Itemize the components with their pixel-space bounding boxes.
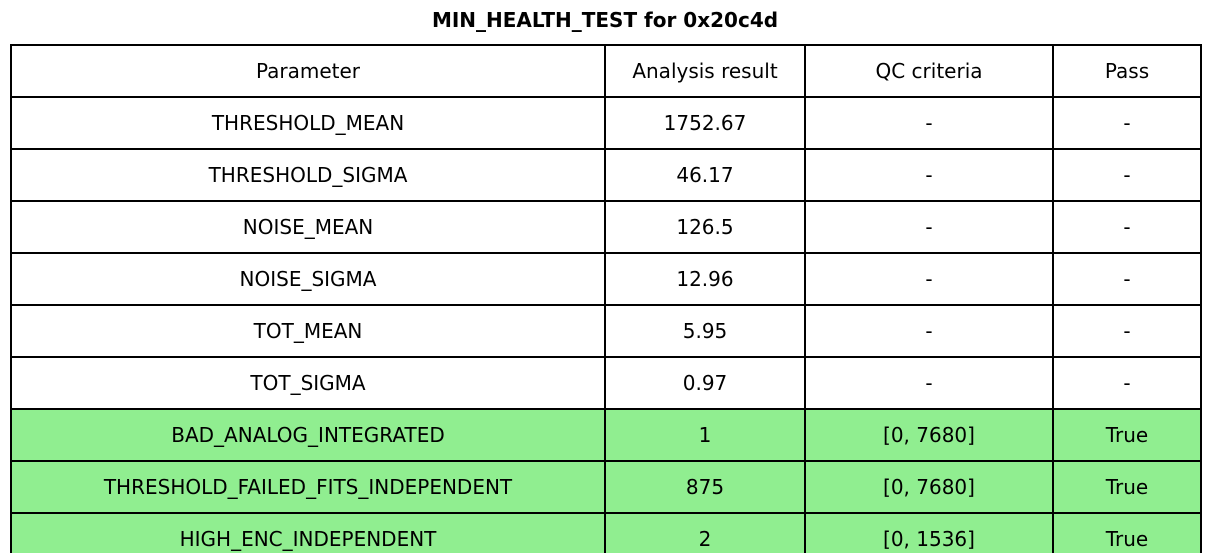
pass-cell: -	[1052, 356, 1202, 410]
qc-criteria-cell: [0, 1536]	[804, 512, 1054, 553]
table-row: NOISE_MEAN 126.5- -	[10, 200, 1202, 254]
table-row: BAD_ANALOG_INTEGRATED 1 [0, 7680] True	[10, 408, 1202, 462]
qc-criteria-cell: -	[804, 96, 1054, 150]
parameter-cell: THRESHOLD_SIGMA	[10, 148, 606, 202]
table-row: HIGH_ENC_INDEPENDENT 2 [0, 1536] True	[10, 512, 1202, 553]
table-row: NOISE_SIGMA 12.96- -	[10, 252, 1202, 306]
analysis-result-cell: 5.95	[604, 304, 806, 358]
qc-criteria-cell: -	[804, 304, 1054, 358]
column-header-qc-criteria: QC criteria	[804, 44, 1054, 98]
qc-criteria-cell: [0, 7680]	[804, 408, 1054, 462]
table-row: THRESHOLD_FAILED_FITS_INDEPENDENT 875 [0, …	[10, 460, 1202, 514]
pass-cell: True	[1052, 460, 1202, 514]
analysis-result-cell: 0.97	[604, 356, 806, 410]
parameter-cell: HIGH_ENC_INDEPENDENT	[10, 512, 606, 553]
parameter-cell: THRESHOLD_MEAN	[10, 96, 606, 150]
analysis-result-cell: 2	[604, 512, 806, 553]
table-body: THRESHOLD_MEAN 1752.67- - THRESHOLD_SIGMA 46…	[10, 96, 1202, 553]
table-row: THRESHOLD_SIGMA 46.17- -	[10, 148, 1202, 202]
table-row: TOT_MEAN 5.95- -	[10, 304, 1202, 358]
qc-criteria-cell: [0, 7680]	[804, 460, 1054, 514]
qc-criteria-cell: -	[804, 148, 1054, 202]
parameter-cell: TOT_SIGMA	[10, 356, 606, 410]
analysis-result-cell: 1	[604, 408, 806, 462]
parameter-cell: BAD_ANALOG_INTEGRATED	[10, 408, 606, 462]
column-header-parameter: Parameter	[10, 44, 606, 98]
pass-cell: -	[1052, 200, 1202, 254]
table-row: TOT_SIGMA 0.97- -	[10, 356, 1202, 410]
pass-cell: -	[1052, 148, 1202, 202]
parameter-cell: TOT_MEAN	[10, 304, 606, 358]
parameter-cell: NOISE_MEAN	[10, 200, 606, 254]
pass-cell: -	[1052, 304, 1202, 358]
header-row: Parameter Analysis result QC criteria Pa…	[10, 44, 1202, 98]
analysis-result-cell: 126.5	[604, 200, 806, 254]
qc-criteria-cell: -	[804, 356, 1054, 410]
figure-title: MIN_HEALTH_TEST for 0x20c4d	[431, 8, 779, 32]
pass-cell: True	[1052, 408, 1202, 462]
pass-cell: -	[1052, 252, 1202, 306]
pass-cell: True	[1052, 512, 1202, 553]
table-row: THRESHOLD_MEAN 1752.67- -	[10, 96, 1202, 150]
column-header-pass: Pass	[1052, 44, 1202, 98]
qc-criteria-cell: -	[804, 252, 1054, 306]
column-header-analysis-result: Analysis result	[604, 44, 806, 98]
analysis-result-cell: 875	[604, 460, 806, 514]
qc-criteria-cell: -	[804, 200, 1054, 254]
parameter-cell: NOISE_SIGMA	[10, 252, 606, 306]
analysis-result-cell: 46.17	[604, 148, 806, 202]
pass-cell: -	[1052, 96, 1202, 150]
analysis-result-cell: 12.96	[604, 252, 806, 306]
parameter-cell: THRESHOLD_FAILED_FITS_INDEPENDENT	[10, 460, 606, 514]
analysis-result-cell: 1752.67	[604, 96, 806, 150]
qc-results-table: Parameter Analysis result QC criteria Pa…	[10, 44, 1202, 553]
